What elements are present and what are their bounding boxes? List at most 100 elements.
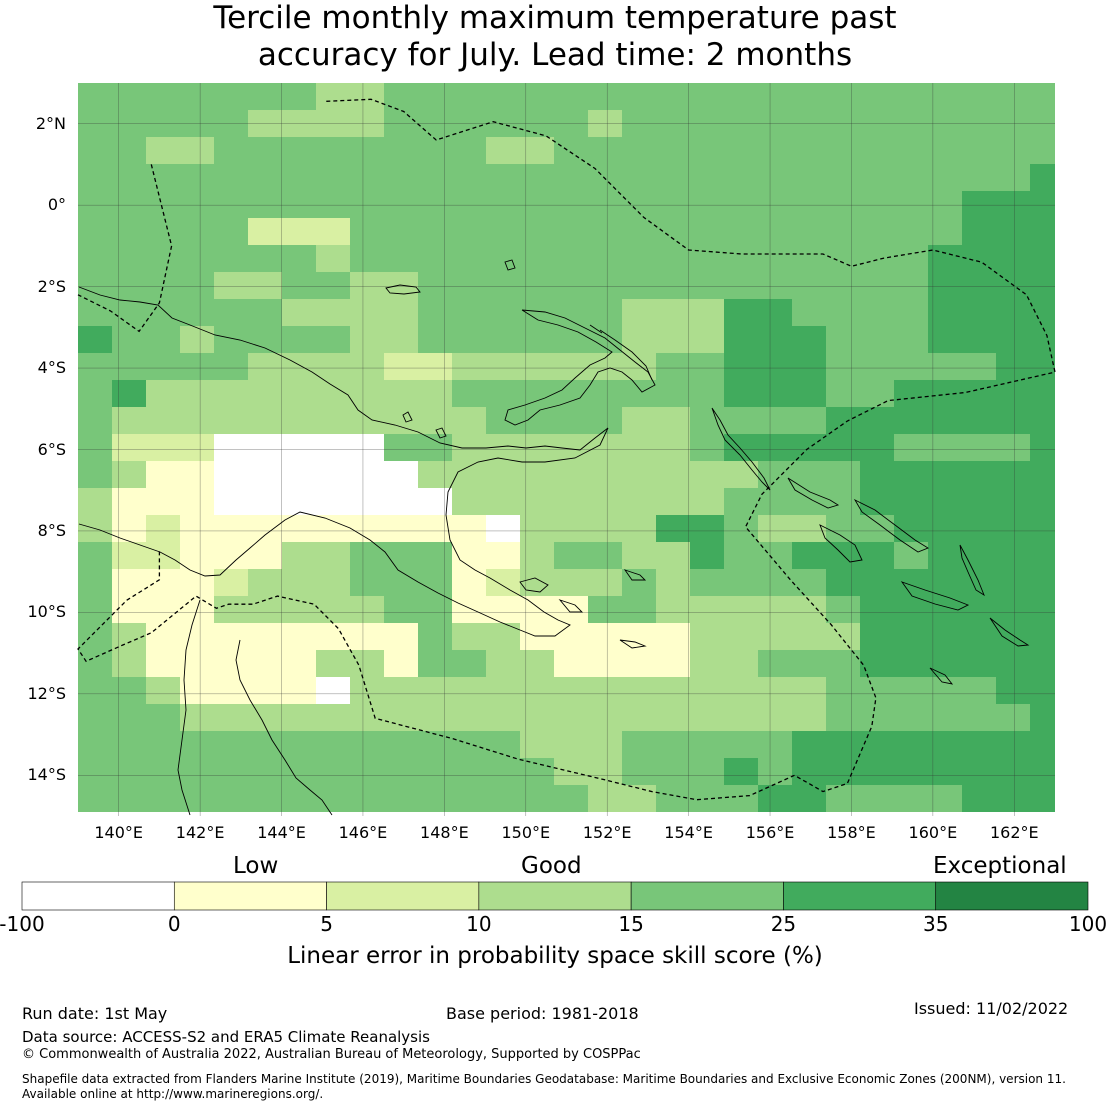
skill-cell <box>758 299 792 326</box>
skill-cell <box>418 380 452 407</box>
skill-cell <box>350 380 384 407</box>
skill-cell <box>350 191 384 218</box>
skill-cell <box>350 569 384 596</box>
skill-cell <box>418 542 452 569</box>
skill-cell <box>962 758 996 785</box>
skill-cell <box>214 83 248 110</box>
skill-cell <box>792 488 826 515</box>
skill-cell <box>452 164 486 191</box>
skill-cell <box>724 353 758 380</box>
skill-cell <box>282 596 316 623</box>
skill-cell <box>724 569 758 596</box>
skill-cell <box>860 677 894 704</box>
skill-cell <box>418 272 452 299</box>
skill-cell <box>520 272 554 299</box>
skill-cell <box>1030 137 1055 164</box>
skill-cell <box>724 191 758 218</box>
skill-cell <box>180 83 214 110</box>
skill-cell <box>724 731 758 758</box>
skill-cell <box>554 83 588 110</box>
skill-cell <box>826 245 860 272</box>
skill-cell <box>894 677 928 704</box>
skill-cell <box>928 461 962 488</box>
skill-cell <box>962 272 996 299</box>
skill-cell <box>316 785 350 812</box>
skill-cell <box>418 164 452 191</box>
skill-cell <box>588 758 622 785</box>
skill-cell <box>486 785 520 812</box>
skill-cell <box>1030 407 1055 434</box>
skill-cell <box>282 299 316 326</box>
skill-cell <box>758 83 792 110</box>
skill-cell <box>690 137 724 164</box>
skill-cell <box>656 623 690 650</box>
skill-cell <box>282 650 316 677</box>
skill-cell <box>316 488 350 515</box>
skill-cell <box>146 272 180 299</box>
skill-cell <box>860 164 894 191</box>
skill-cell <box>860 569 894 596</box>
skill-cell <box>78 272 112 299</box>
skill-cell <box>78 245 112 272</box>
skill-cell <box>112 191 146 218</box>
skill-cell <box>554 272 588 299</box>
skill-cell <box>656 137 690 164</box>
skill-cell <box>758 650 792 677</box>
skill-cell <box>214 758 248 785</box>
skill-cell <box>622 299 656 326</box>
skill-cell <box>1030 515 1055 542</box>
skill-cell <box>962 461 996 488</box>
skill-cell <box>112 461 146 488</box>
skill-cell <box>316 245 350 272</box>
skill-cell <box>486 542 520 569</box>
skill-cell <box>78 731 112 758</box>
base-period: Base period: 1981-2018 <box>446 1004 639 1023</box>
shapefile-credit-line-1: Shapefile data extracted from Flanders M… <box>22 1072 1066 1086</box>
skill-cell <box>520 191 554 218</box>
skill-cell <box>316 461 350 488</box>
skill-cell <box>350 731 384 758</box>
skill-cell <box>1030 569 1055 596</box>
skill-cell <box>384 245 418 272</box>
skill-cell <box>588 785 622 812</box>
skill-cell <box>622 704 656 731</box>
skill-cell <box>656 758 690 785</box>
skill-cell <box>180 272 214 299</box>
skill-cell <box>996 191 1030 218</box>
skill-cell <box>690 218 724 245</box>
skill-cell <box>350 83 384 110</box>
skill-cell <box>418 650 452 677</box>
skill-cell <box>792 272 826 299</box>
skill-cell <box>826 488 860 515</box>
skill-cell <box>758 407 792 434</box>
skill-cell <box>350 353 384 380</box>
skill-cell <box>316 164 350 191</box>
skill-cell <box>724 623 758 650</box>
skill-cell <box>214 299 248 326</box>
skill-cell <box>384 434 418 461</box>
skill-cell <box>962 326 996 353</box>
longitude-tick-label: 160°E <box>908 823 958 842</box>
longitude-tick-label: 156°E <box>745 823 795 842</box>
skill-cell <box>350 542 384 569</box>
skill-cell <box>214 704 248 731</box>
skill-cell <box>996 542 1030 569</box>
skill-cell <box>588 83 622 110</box>
skill-cell <box>894 542 928 569</box>
skill-cell <box>554 461 588 488</box>
skill-cell <box>622 785 656 812</box>
skill-cell <box>180 515 214 542</box>
skill-cell <box>520 461 554 488</box>
skill-cell <box>622 434 656 461</box>
skill-cell <box>758 596 792 623</box>
skill-cell <box>690 434 724 461</box>
skill-cell <box>112 731 146 758</box>
skill-cell <box>282 515 316 542</box>
skill-cell <box>418 596 452 623</box>
colorbar-bin <box>21 881 175 911</box>
skill-cell <box>214 650 248 677</box>
skill-cell <box>452 191 486 218</box>
skill-cell <box>350 704 384 731</box>
skill-cell <box>792 191 826 218</box>
skill-cell <box>826 785 860 812</box>
